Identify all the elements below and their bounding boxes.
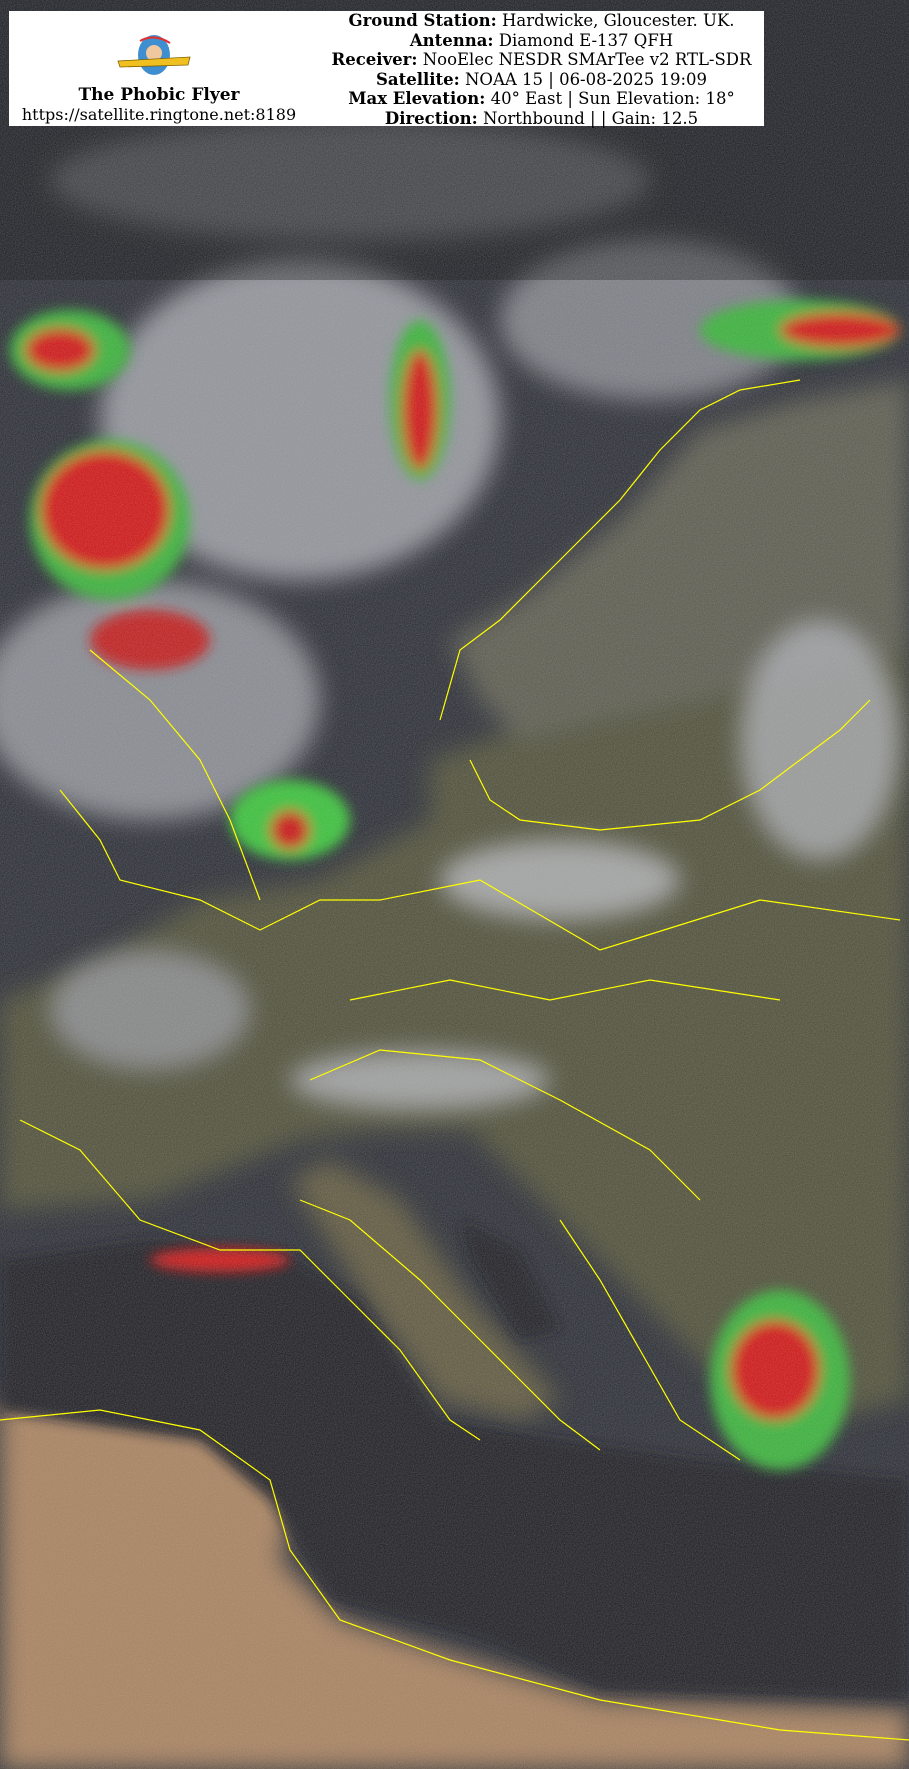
direction-line: Direction: Northbound | | Gain: 12.5 <box>384 108 699 128</box>
satellite-line: Satellite: NOAA 15 | 06-08-2025 19:09 <box>375 69 707 89</box>
pass-details: Ground Station: Hardwicke, Gloucester. U… <box>319 11 764 129</box>
phobic-flyer-logo <box>117 35 191 75</box>
station-info-header: The Phobic Flyer https://satellite.ringt… <box>9 11 764 129</box>
antenna-line: Antenna: Diamond E-137 QFH <box>409 30 674 50</box>
receiver-line: Receiver: NooElec NESDR SMArTee v2 RTL-S… <box>331 50 752 70</box>
coastlines <box>0 379 909 1741</box>
ground-station-line: Ground Station: Hardwicke, Gloucester. U… <box>348 11 735 30</box>
brand-name: The Phobic Flyer <box>78 85 240 105</box>
station-url[interactable]: https://satellite.ringtone.net:8189 <box>21 105 297 124</box>
elevation-line: Max Elevation: 40° East | Sun Elevation:… <box>348 89 735 109</box>
